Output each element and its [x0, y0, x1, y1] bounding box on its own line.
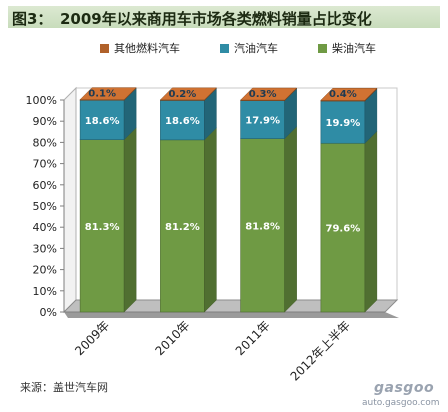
bar-side-diesel-3 [364, 130, 378, 313]
x-tick-label: 2010年 [153, 318, 193, 358]
bar-side-diesel-1 [204, 127, 217, 313]
bar-side-diesel-2 [284, 125, 297, 313]
data-label-other-2: 0.3% [249, 89, 277, 100]
watermark-url: auto.gasgoo.com [362, 398, 440, 408]
bar-diesel-0 [79, 139, 125, 313]
watermark-brand: gasgoo [374, 380, 435, 396]
watermark-logo: gasgoo auto.gasgoo.com [350, 372, 440, 408]
legend-swatch-gasoline [220, 43, 229, 53]
data-label-gasoline-3: 19.9% [326, 118, 361, 129]
y-tick-label: 70% [33, 158, 57, 171]
title-banner [8, 6, 440, 28]
data-label-gasoline-0: 18.6% [85, 116, 120, 127]
x-tick-label: 2012年上半年 [288, 318, 353, 383]
figure-label: 图3： [12, 10, 53, 28]
floor-edge [64, 312, 399, 318]
chart-title: 2009年以来商用车市场各类燃料销量占比变化 [60, 10, 372, 28]
data-label-gasoline-1: 18.6% [165, 116, 200, 127]
y-tick-label: 50% [33, 200, 57, 213]
x-tick-label: 2011年 [233, 318, 273, 358]
y-tick-label: 40% [33, 221, 57, 234]
data-label-gasoline-2: 17.9% [245, 116, 280, 127]
legend-label-diesel: 柴油汽车 [332, 42, 376, 55]
legend-swatch-diesel [318, 43, 327, 53]
bar-top-2 [240, 87, 298, 101]
y-tick-label: 30% [33, 242, 57, 255]
bar-top-3 [320, 87, 378, 101]
legend: 其他燃料汽车 汽油汽车 柴油汽车 [100, 40, 376, 56]
legend-item-gasoline: 汽油汽车 [220, 40, 278, 56]
bar-side-diesel-0 [123, 127, 137, 313]
bar-gasoline-1 [160, 100, 205, 141]
y-tick-label: 60% [33, 179, 57, 192]
legend-label-gasoline: 汽油汽车 [234, 42, 278, 55]
data-label-other-0: 0.1% [88, 89, 116, 100]
legend-swatch-other [100, 43, 109, 53]
data-label-diesel-1: 81.2% [165, 222, 200, 233]
data-label-diesel-3: 79.6% [326, 224, 361, 235]
data-label-diesel-0: 81.3% [85, 222, 120, 233]
data-label-other-1: 0.2% [169, 89, 197, 100]
y-tick-label: 80% [33, 136, 57, 149]
source-note: 来源：盖世汽车网 [20, 381, 108, 394]
y-tick-label: 100% [26, 94, 57, 107]
bar-gasoline-3 [320, 100, 366, 144]
y-tick-label: 0% [40, 306, 57, 319]
y-tick-label: 10% [33, 285, 57, 298]
side-wall [63, 86, 77, 314]
data-label-other-3: 0.4% [329, 89, 357, 100]
y-tick-label: 90% [33, 115, 57, 128]
data-label-diesel-2: 81.8% [245, 221, 280, 232]
y-tick-label: 20% [33, 264, 57, 277]
x-tick-label: 2009年 [72, 318, 112, 358]
legend-item-other: 其他燃料汽车 [100, 40, 180, 56]
bar-top-0 [79, 87, 137, 100]
bar-diesel-3 [320, 142, 366, 313]
legend-item-diesel: 柴油汽车 [318, 40, 376, 56]
bar-gasoline-0 [79, 99, 125, 140]
bar-top-1 [159, 87, 217, 101]
legend-label-other: 其他燃料汽车 [114, 42, 180, 55]
